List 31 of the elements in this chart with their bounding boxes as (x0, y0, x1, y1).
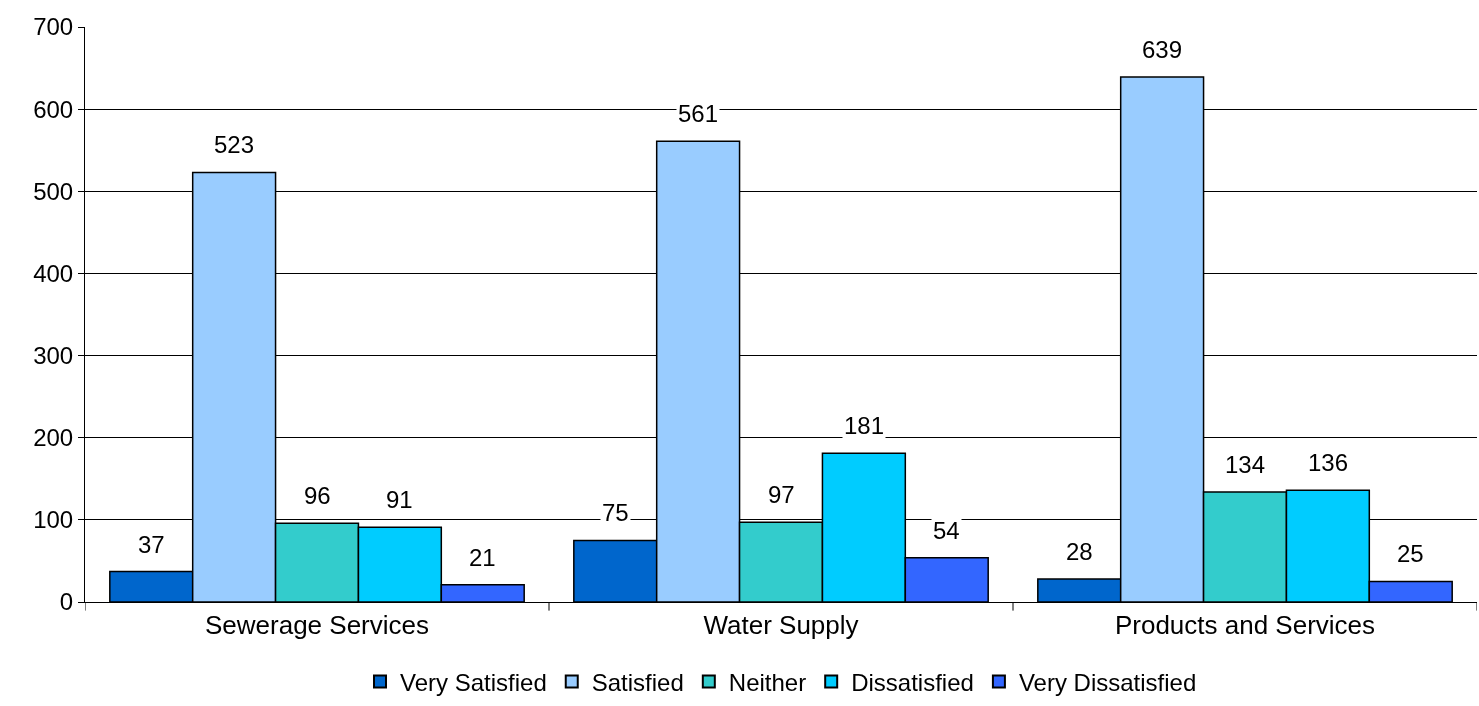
data-label: 639 (1142, 36, 1183, 63)
data-label: 561 (678, 100, 719, 127)
legend-label: Satisfied (591, 668, 684, 696)
y-tick-label: 400 (33, 259, 74, 287)
x-tick-label: Water Supply (703, 610, 859, 641)
data-label: 75 (602, 499, 629, 526)
y-tick-label: 100 (33, 506, 74, 534)
legend-label: Dissatisfied (851, 668, 974, 696)
y-tick-label: 200 (33, 424, 74, 452)
y-tick-label: 600 (33, 95, 74, 123)
y-tick-label: 0 (59, 588, 74, 616)
data-label: 97 (768, 481, 795, 508)
y-tick-label: 300 (33, 341, 74, 369)
y-tick-label: 500 (33, 177, 74, 205)
data-label: 181 (844, 412, 885, 439)
x-tick-label: Sewerage Services (205, 610, 429, 641)
legend-label: Neither (728, 668, 807, 696)
x-tick-label: Products and Services (1114, 610, 1376, 641)
data-label: 523 (214, 131, 255, 158)
data-label: 54 (933, 517, 960, 544)
legend-label: Very Satisfied (400, 668, 547, 696)
data-label: 96 (304, 482, 331, 509)
y-tick-label: 700 (33, 13, 74, 41)
data-label: 136 (1308, 449, 1349, 476)
legend-label: Very Dissatisfied (1018, 668, 1197, 696)
data-label: 25 (1397, 540, 1424, 567)
data-label: 21 (469, 544, 496, 571)
data-label: 134 (1225, 451, 1266, 478)
data-label: 91 (386, 486, 413, 513)
data-label: 37 (138, 531, 165, 558)
data-label: 28 (1066, 538, 1093, 565)
